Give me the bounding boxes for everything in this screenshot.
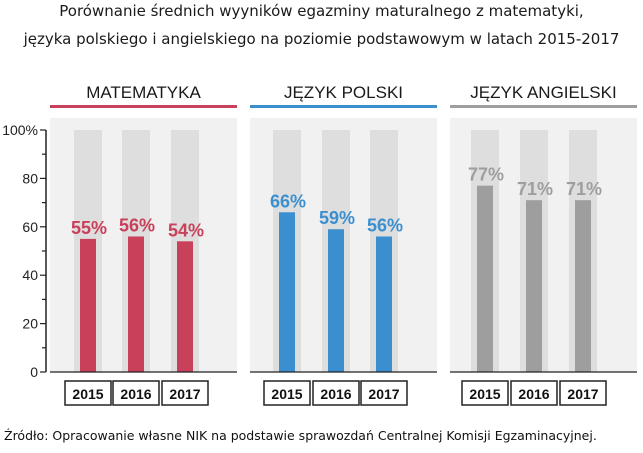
year-box bbox=[161, 380, 209, 406]
y-tick-label: 60 bbox=[22, 219, 38, 235]
year-box bbox=[312, 380, 360, 406]
bar bbox=[328, 229, 344, 372]
x-tick-label: 2017 bbox=[169, 386, 200, 402]
y-tick-label: 40 bbox=[22, 267, 38, 283]
year-box bbox=[559, 380, 607, 406]
y-tick-label: 100% bbox=[2, 122, 38, 138]
panel-title: JĘZYK ANGIELSKI bbox=[470, 83, 616, 102]
y-tick-label: 20 bbox=[22, 316, 38, 332]
year-box bbox=[263, 380, 311, 406]
bar bbox=[376, 236, 392, 372]
data-label: 71% bbox=[517, 179, 553, 199]
data-label: 71% bbox=[566, 179, 602, 199]
x-tick-label: 2016 bbox=[120, 386, 151, 402]
bar bbox=[80, 238, 96, 372]
bar bbox=[526, 200, 542, 372]
x-tick-label: 2016 bbox=[320, 386, 351, 402]
data-label: 59% bbox=[319, 208, 355, 228]
year-box bbox=[461, 380, 509, 406]
data-label: 56% bbox=[367, 215, 403, 235]
x-tick-label: 2017 bbox=[368, 386, 399, 402]
chart-title-line-2: języka polskiego i angielskiego na pozio… bbox=[23, 30, 620, 48]
year-box bbox=[360, 380, 408, 406]
data-label: 77% bbox=[468, 165, 504, 185]
x-tick-label: 2017 bbox=[567, 386, 598, 402]
data-label: 55% bbox=[71, 218, 107, 238]
source-note: Źródło: Opracowanie własne NIK na podsta… bbox=[4, 428, 597, 443]
panel-title-underline bbox=[450, 105, 637, 108]
x-tick-label: 2016 bbox=[518, 386, 549, 402]
x-tick-label: 2015 bbox=[469, 386, 500, 402]
year-box bbox=[64, 380, 112, 406]
bar bbox=[279, 212, 295, 372]
data-label: 56% bbox=[119, 215, 155, 235]
chart-title-line-1: Porównanie średnich wyyników egazminy ma… bbox=[59, 2, 584, 20]
panel-title-underline bbox=[50, 105, 237, 108]
bar bbox=[575, 200, 591, 372]
year-box bbox=[112, 380, 160, 406]
bar bbox=[128, 236, 144, 372]
bar bbox=[177, 241, 193, 372]
y-tick-label: 80 bbox=[22, 170, 38, 186]
year-box bbox=[510, 380, 558, 406]
data-label: 54% bbox=[168, 220, 204, 240]
panel-title: JĘZYK POLSKI bbox=[284, 83, 403, 102]
panel-title-underline bbox=[250, 105, 437, 108]
y-tick-label: 0 bbox=[30, 364, 38, 380]
bar bbox=[477, 185, 493, 372]
x-tick-label: 2015 bbox=[271, 386, 302, 402]
data-label: 66% bbox=[270, 191, 306, 211]
x-tick-label: 2015 bbox=[72, 386, 103, 402]
panel-title: MATEMATYKA bbox=[86, 83, 201, 102]
